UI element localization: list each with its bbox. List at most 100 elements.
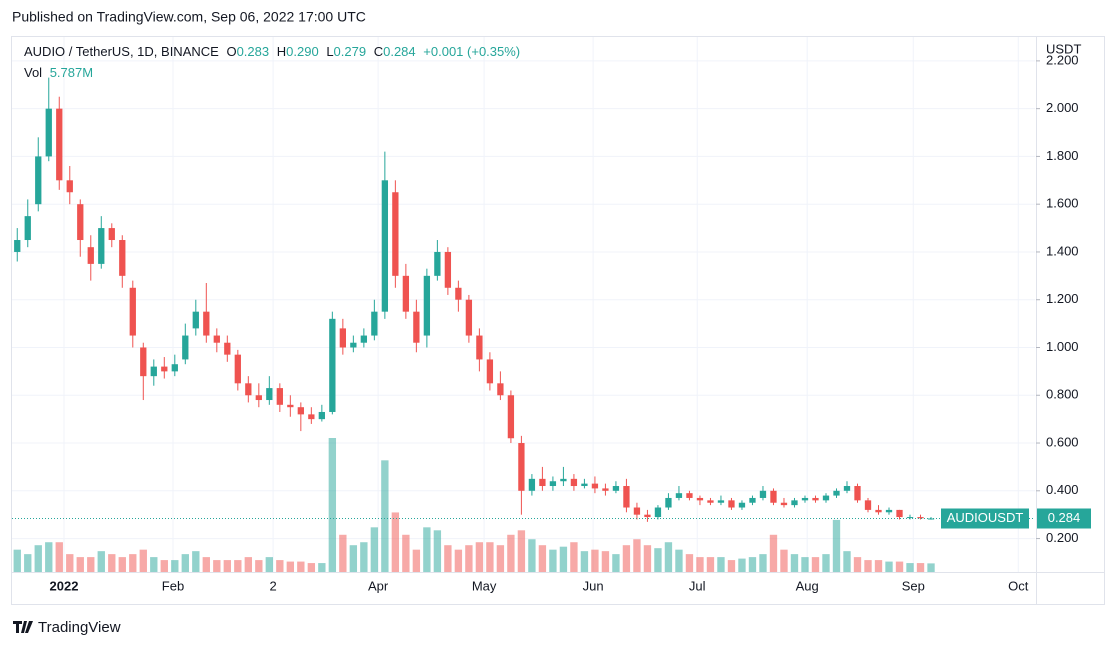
volume-bar	[727, 560, 736, 572]
candle-body	[927, 518, 935, 520]
candle-body	[45, 108, 52, 157]
candle-body	[570, 478, 578, 487]
candle-body	[434, 251, 441, 276]
symbol: AUDIO / TetherUS, 1D, BINANCE	[24, 44, 219, 59]
x-tick-label: Apr	[368, 578, 389, 593]
open-value: 0.283	[237, 44, 270, 59]
candle-body	[308, 414, 315, 420]
volume-bar	[223, 560, 231, 572]
candles	[12, 77, 1035, 522]
high-key: H	[277, 44, 286, 59]
candle-body	[675, 493, 683, 498]
candle-body	[549, 481, 557, 487]
candle-body	[875, 509, 882, 513]
volume-bar	[927, 563, 935, 572]
candle-body	[371, 311, 378, 336]
candle-body	[717, 500, 725, 503]
volume-bar	[402, 534, 410, 572]
volume-bar	[517, 530, 526, 572]
candle-body	[119, 240, 126, 276]
candle-body	[150, 366, 157, 377]
volume-bar	[769, 534, 778, 572]
candle-body	[759, 490, 767, 498]
candle-body	[476, 335, 483, 360]
candle-body	[770, 490, 777, 503]
volume-bar	[811, 557, 820, 572]
candle-body	[654, 507, 662, 518]
candle-body	[917, 517, 924, 519]
candle-body	[224, 342, 231, 355]
volume-bar	[706, 557, 715, 572]
candle-body	[24, 216, 31, 241]
volume-bar	[307, 563, 316, 572]
low-value: 0.279	[334, 44, 367, 59]
volume-bar	[591, 549, 599, 572]
volume-bar	[895, 561, 904, 572]
volume-bar	[202, 557, 210, 572]
volume-bar	[297, 561, 305, 572]
x-tick-label: Feb	[162, 578, 184, 593]
grid	[12, 37, 1035, 572]
candle-body	[171, 364, 178, 372]
candle-body	[539, 478, 546, 487]
candle-body	[297, 407, 304, 415]
candle-body	[591, 483, 599, 489]
x-tick-label: Aug	[796, 578, 819, 593]
volume-bar	[423, 527, 431, 572]
x-tick-label: Jul	[689, 578, 706, 593]
candle-body	[497, 383, 504, 396]
volume-value: 5.787M	[50, 65, 93, 80]
volume-bar	[906, 563, 914, 572]
volume-bar	[66, 554, 74, 572]
candle-body	[66, 180, 73, 193]
y-tick-label: 1.400	[1046, 243, 1079, 258]
volume-bar	[559, 546, 568, 572]
candle-body	[318, 411, 325, 420]
candle-body	[896, 509, 903, 518]
volume-bar	[570, 542, 578, 572]
volume-bar	[76, 557, 84, 572]
candle-body	[581, 483, 588, 487]
axes: 0.200 0.400 0.600 0.800 1.000 1.200 1.400 1.600…	[50, 52, 1091, 593]
last-price-label: 0.284	[1048, 510, 1081, 525]
volume-bar	[244, 557, 252, 572]
volume-bar	[717, 557, 725, 572]
candle-body	[612, 486, 620, 491]
candle-body	[749, 497, 756, 503]
volume-bar	[192, 551, 200, 572]
volume-bar	[622, 545, 631, 572]
candle-body	[423, 275, 431, 336]
volume-bar	[580, 551, 589, 572]
volume-bar	[129, 554, 137, 572]
y-tick-label: 0.200	[1046, 530, 1079, 545]
candle-body	[665, 497, 672, 508]
volume-bar	[381, 460, 389, 572]
candle-body	[234, 354, 241, 384]
candle-body	[35, 156, 42, 205]
brand-logo[interactable]: TradingView	[13, 619, 121, 636]
candle-body	[906, 517, 914, 519]
candle-body	[812, 497, 819, 501]
candle-body	[707, 500, 714, 503]
y-tick-label: 1.600	[1046, 196, 1079, 211]
volume-bar	[864, 560, 872, 572]
volume-bar	[885, 561, 893, 572]
candle-body	[623, 486, 630, 508]
y-tick-label: 1.200	[1046, 291, 1079, 306]
candle-body	[444, 251, 452, 288]
candle-body	[843, 486, 851, 491]
volume-bar	[97, 551, 105, 572]
volume-bar	[685, 554, 694, 572]
volume-bar	[528, 539, 536, 572]
volume-bar	[265, 557, 274, 572]
volume-bar	[318, 563, 326, 572]
close-value: 0.284	[383, 44, 416, 59]
ticker-tag-label: AUDIOUSDT	[947, 510, 1024, 525]
candle-body	[14, 240, 21, 252]
candle-body	[98, 228, 105, 264]
volume-bar	[654, 548, 662, 572]
volume-bar	[45, 542, 53, 572]
volume-bar	[549, 549, 557, 572]
candle-body	[339, 328, 346, 348]
